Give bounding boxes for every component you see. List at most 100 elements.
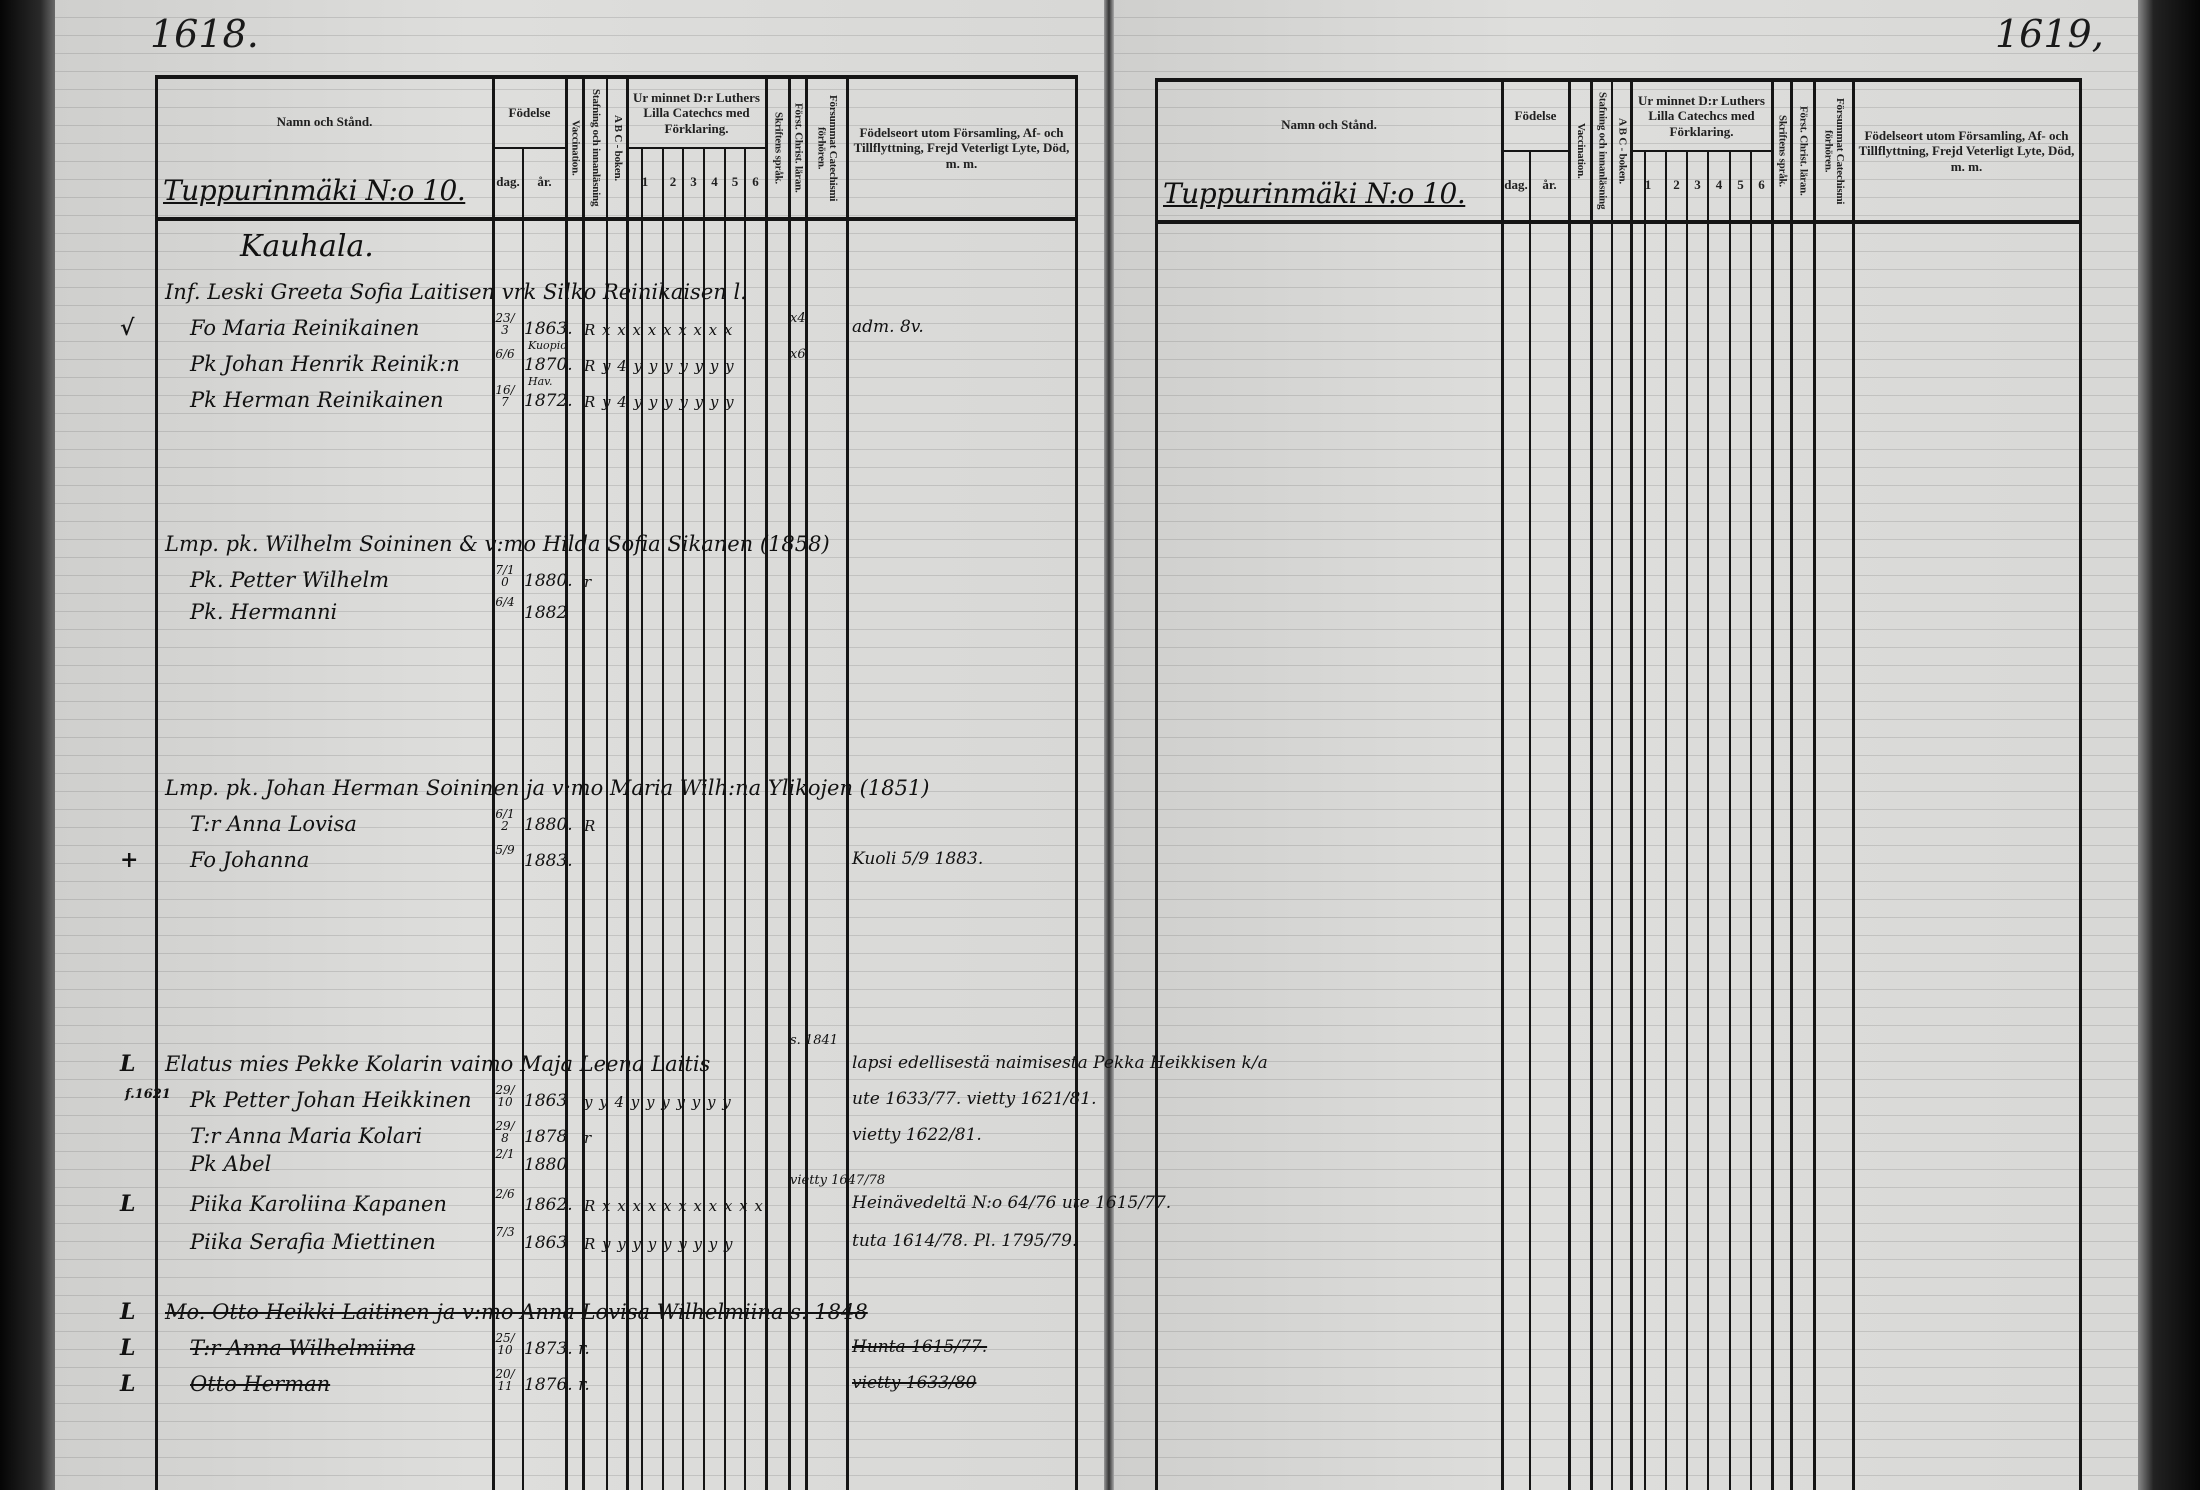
- header-birthplace: Födelseort utom Församling, Af- och Till…: [853, 124, 1070, 171]
- birth-day: 6/4: [495, 595, 515, 609]
- header-abc-book: A B C - boken.: [1616, 118, 1629, 184]
- header-birth-year: år.: [537, 174, 552, 190]
- header-catechism-col: 5: [731, 174, 739, 190]
- header-birthplace: Födelseort utom Församling, Af- och Till…: [1858, 127, 2075, 174]
- header-birth-day: dag.: [496, 174, 520, 190]
- birth-day: 25/10: [495, 1331, 515, 1357]
- header-missed-examinations: Försummat Catechismi förhören.: [815, 94, 840, 202]
- examination-marks: r: [584, 573, 593, 591]
- examination-marks: R: [584, 817, 597, 835]
- column-rule: [846, 75, 849, 1490]
- header-vaccination: Vaccination.: [1574, 123, 1587, 179]
- person-name: Otto Herman: [190, 1372, 331, 1396]
- column-rule: [641, 147, 643, 1490]
- column-rule: [724, 147, 726, 1490]
- column-rule: [1568, 78, 1571, 1490]
- birth-place-note: Hav.: [528, 375, 553, 388]
- header-catechism-col: 2: [669, 174, 677, 190]
- remarks-note: lapsi edellisestä naimisesta Pekka Heikk…: [852, 1053, 1268, 1073]
- margin-mark: L: [120, 1299, 136, 1325]
- person-name: T:r Anna Lovisa: [190, 812, 357, 836]
- birth-year: 1883.: [524, 851, 573, 871]
- column-note: x4: [790, 311, 806, 326]
- column-note: x6: [790, 347, 806, 362]
- examination-marks: R y 4 y y y y y y y: [584, 393, 735, 411]
- remarks-note: vietty 1633/80: [852, 1373, 977, 1393]
- column-rule: [1644, 150, 1646, 1490]
- examination-marks: y y 4 y y y y y y y: [584, 1093, 732, 1111]
- column-rule: [565, 75, 568, 1490]
- column-rule: [1707, 150, 1709, 1490]
- birth-year: 1880.: [524, 571, 573, 591]
- birth-day: 16/7: [495, 383, 515, 409]
- column-rule: [626, 75, 629, 1490]
- person-name: Pk Petter Johan Heikkinen: [190, 1088, 472, 1112]
- birth-year: 1880.: [524, 815, 573, 835]
- page-number-right: 1619,: [1995, 12, 2104, 56]
- catechism-subheader-rule: [626, 147, 765, 149]
- header-catechism-col: 2: [1673, 177, 1680, 193]
- birth-place-note: Kuopio: [528, 339, 567, 352]
- birth-year: 1863.: [524, 319, 573, 339]
- catechism-subheader-rule: [1630, 150, 1771, 152]
- header-catechism-col: 3: [690, 174, 697, 190]
- header-catechism-col: 1: [1644, 177, 1652, 193]
- book-gutter: [1104, 0, 1114, 1490]
- birth-day: 2/6: [495, 1187, 515, 1201]
- table-right-border: [2079, 78, 2082, 1490]
- household-line: Lmp. pk. Johan Herman Soininen ja v:mo M…: [165, 776, 930, 800]
- margin-mark: +: [120, 847, 139, 873]
- column-rule: [1611, 78, 1613, 1490]
- header-birth: Födelse: [508, 105, 551, 121]
- birth-day: 2/1: [495, 1147, 515, 1161]
- birth-day: 20/11: [495, 1367, 515, 1393]
- birth-day: 5/9: [495, 843, 515, 857]
- column-rule: [1813, 78, 1816, 1490]
- remarks-note: adm. 8v.: [852, 317, 924, 337]
- column-rule: [788, 75, 791, 1490]
- birth-year: 1870.: [524, 355, 573, 375]
- column-rule: [522, 147, 524, 1490]
- person-name: Fo Johanna: [190, 848, 310, 872]
- header-catechism: Ur minnet D:r Luthers Lilla Catechcs med…: [1638, 92, 1765, 139]
- person-name: Fo Maria Reinikainen: [190, 316, 420, 340]
- header-catechism-col: 6: [1758, 177, 1765, 193]
- examination-marks: R y 4 y y y y y y y: [584, 357, 735, 375]
- birth-day: 7/10: [495, 563, 515, 589]
- header-catechism: Ur minnet D:r Luthers Lilla Catechcs med…: [633, 89, 760, 136]
- person-name: Piika Serafia Miettinen: [190, 1230, 436, 1254]
- column-rule: [1590, 78, 1593, 1490]
- header-spelling: Stafning och innanläsning: [1596, 92, 1609, 210]
- header-bottom-rule: [155, 217, 1075, 221]
- column-rule: [662, 147, 664, 1490]
- birth-year: 1872.: [524, 391, 573, 411]
- birth-year: 1862.: [524, 1195, 573, 1215]
- examination-marks: R x x x x x x x x x x x: [584, 1197, 764, 1215]
- column-rule: [765, 75, 768, 1490]
- person-name: Pk. Hermanni: [190, 600, 338, 624]
- column-note: vietty 1647/78: [790, 1173, 886, 1188]
- person-name: T:r Anna Maria Kolari: [190, 1124, 423, 1148]
- birth-day: 29/8: [495, 1119, 515, 1145]
- birth-year: 1882: [524, 603, 568, 623]
- column-rule: [682, 147, 684, 1490]
- birth-year: 1873. r.: [524, 1339, 590, 1359]
- table-top-rule: [155, 75, 1075, 79]
- birth-subheader-rule: [492, 147, 565, 149]
- book-binding-left: [0, 0, 58, 1490]
- column-rule: [805, 75, 808, 1490]
- person-name: Pk Johan Henrik Reinik:n: [190, 352, 460, 376]
- section-title: Tuppurinmäki N:o 10.: [163, 174, 466, 207]
- header-catechism-col: 6: [752, 174, 759, 190]
- column-rule: [1630, 78, 1633, 1490]
- remarks-note: ute 1633/77. vietty 1621/81.: [852, 1089, 1097, 1109]
- table-left-border: [155, 75, 158, 1490]
- person-name: Piika Karoliina Kapanen: [190, 1192, 447, 1216]
- birth-day: 6/6: [495, 347, 515, 361]
- household-line: Elatus mies Pekke Kolarin vaimo Maja Lee…: [165, 1052, 711, 1076]
- column-rule: [703, 147, 705, 1490]
- column-rule: [1852, 78, 1855, 1490]
- person-name: Pk. Petter Wilhelm: [190, 568, 390, 592]
- header-christian-doctrine: Först. Christ. läran.: [1797, 106, 1810, 196]
- examination-marks: R y y y y y y y y y: [584, 1235, 734, 1253]
